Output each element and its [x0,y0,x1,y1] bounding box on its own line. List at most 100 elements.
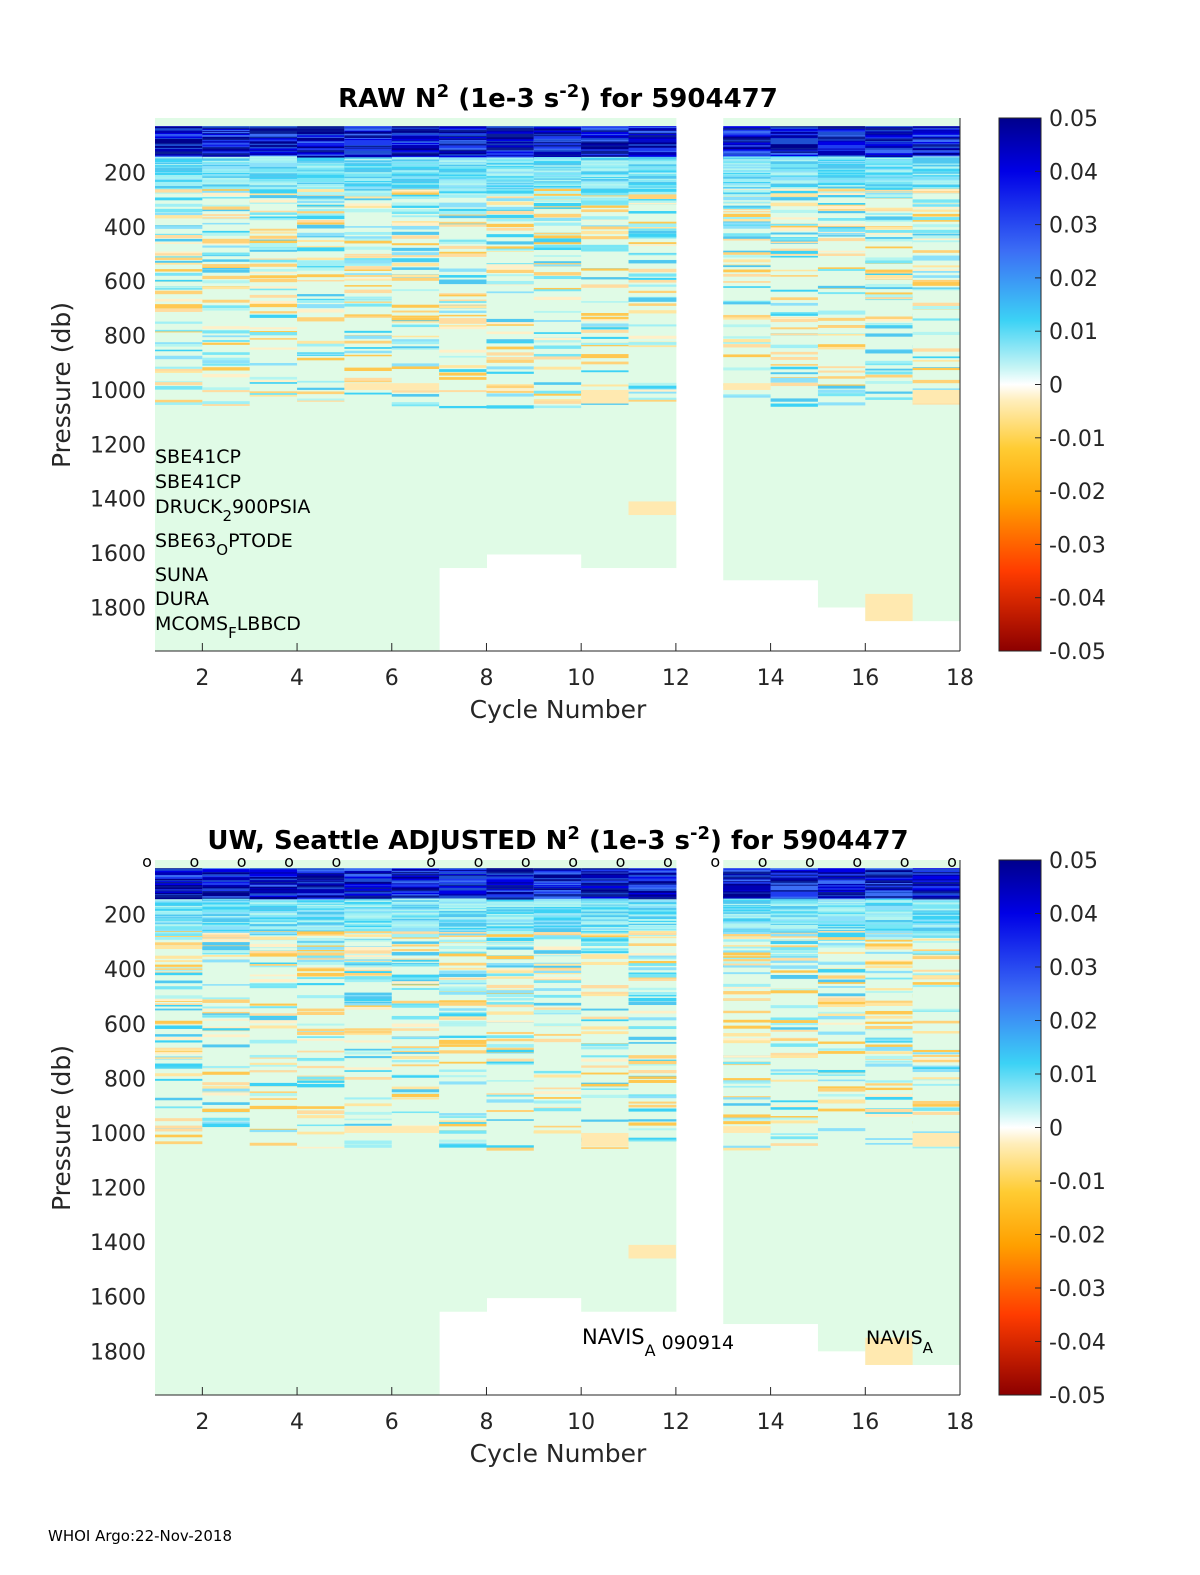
n2-cell [723,952,772,956]
n2-cell [202,305,251,309]
n2-cell [297,225,345,229]
n2-cell [770,1072,819,1075]
n2-cell [439,241,487,245]
n2-cell [723,354,772,358]
n2-cell [533,972,582,975]
n2-cell [581,389,629,404]
n2-cell [628,960,677,964]
n2-cell [865,593,913,622]
n2-cell [723,265,772,268]
n2-cell [344,296,393,299]
n2-cell [533,188,582,192]
n2-cell [155,1003,203,1006]
n2-cell [155,972,203,976]
n2-cell [391,949,440,952]
n2-cell [249,1098,298,1100]
n2-cell [297,1011,345,1015]
n2-cell [297,193,345,197]
n2-cell [249,268,298,272]
n2-cell [439,326,487,330]
y-tick-label: 400 [104,216,146,241]
n2-cell [628,303,677,306]
n2-cell [865,326,914,329]
n2-cell [723,273,772,277]
n2-cell [581,194,630,197]
qc-marker: o [758,852,768,871]
n2-cell [344,959,393,961]
n2-cell [202,192,251,196]
n2-cell [344,1097,393,1100]
n2-cell [391,231,440,235]
n2-cell [723,1019,772,1023]
n2-cell [439,939,487,942]
n2-cell [912,951,960,954]
n2-cell [439,224,487,227]
n2-cell [865,1111,914,1114]
n2-cell [581,942,630,946]
n2-cell [391,348,440,350]
n2-cell [391,974,440,978]
n2-cell [297,309,345,313]
n2-cell [202,196,251,199]
n2-cell [155,1141,203,1145]
n2-cell [344,1070,393,1072]
n2-cell [628,397,677,400]
n2-cell [770,1133,819,1135]
n2-cell [865,226,914,230]
n2-cell [770,366,819,370]
n2-cell [817,238,866,242]
n2-cell [439,941,487,943]
n2-cell [249,1016,298,1020]
n2-cell [391,224,440,228]
n2-cell [202,269,251,273]
n2-cell [912,229,960,233]
n2-cell [486,1038,535,1042]
n2-cell [344,1006,393,1010]
n2-cell [155,308,203,311]
n2-cell [155,382,203,386]
n2-cell [297,959,345,964]
n2-cell [486,1002,535,1005]
n2-cell [344,266,393,270]
n2-cell [344,246,393,250]
n2-cell [865,192,914,196]
n2-cell [249,1091,298,1094]
n2-cell [486,1093,535,1097]
n2-cell [439,982,487,985]
n2-cell [912,1107,960,1111]
n2-cell [865,1039,914,1043]
n2-cell [391,235,440,239]
n2-cell [344,315,393,318]
n2-cell [391,274,440,278]
n2-cell [486,196,535,200]
n2-cell [344,231,393,235]
n2-cell [391,952,440,956]
x-tick-label: 4 [290,666,304,691]
n2-cell [817,1128,866,1132]
n2-cell [628,953,677,956]
n2-cell [486,322,535,326]
sensor-label: DURA [155,588,209,610]
n2-cell [249,951,298,955]
n2-cell [439,191,487,194]
n2-cell [533,289,582,292]
n2-cell [533,969,582,974]
n2-cell [865,360,914,364]
n2-cell [865,934,914,938]
n2-cell [533,233,582,237]
colorbar-tick-label: -0.03 [1049,1277,1106,1302]
n2-cell [817,1041,866,1044]
x-tick-label: 16 [851,666,879,691]
n2-cell [297,265,345,268]
n2-cell [297,209,345,212]
n2-cell [865,323,914,325]
n2-cell [391,963,440,967]
n2-cell [439,365,487,368]
n2-cell [628,299,677,302]
n2-cell [770,965,819,969]
n2-cell [297,274,345,278]
n2-cell [723,210,772,213]
n2-cell [723,383,771,390]
adjusted-heatmap-cells [155,860,961,1395]
n2-cell [912,331,960,336]
